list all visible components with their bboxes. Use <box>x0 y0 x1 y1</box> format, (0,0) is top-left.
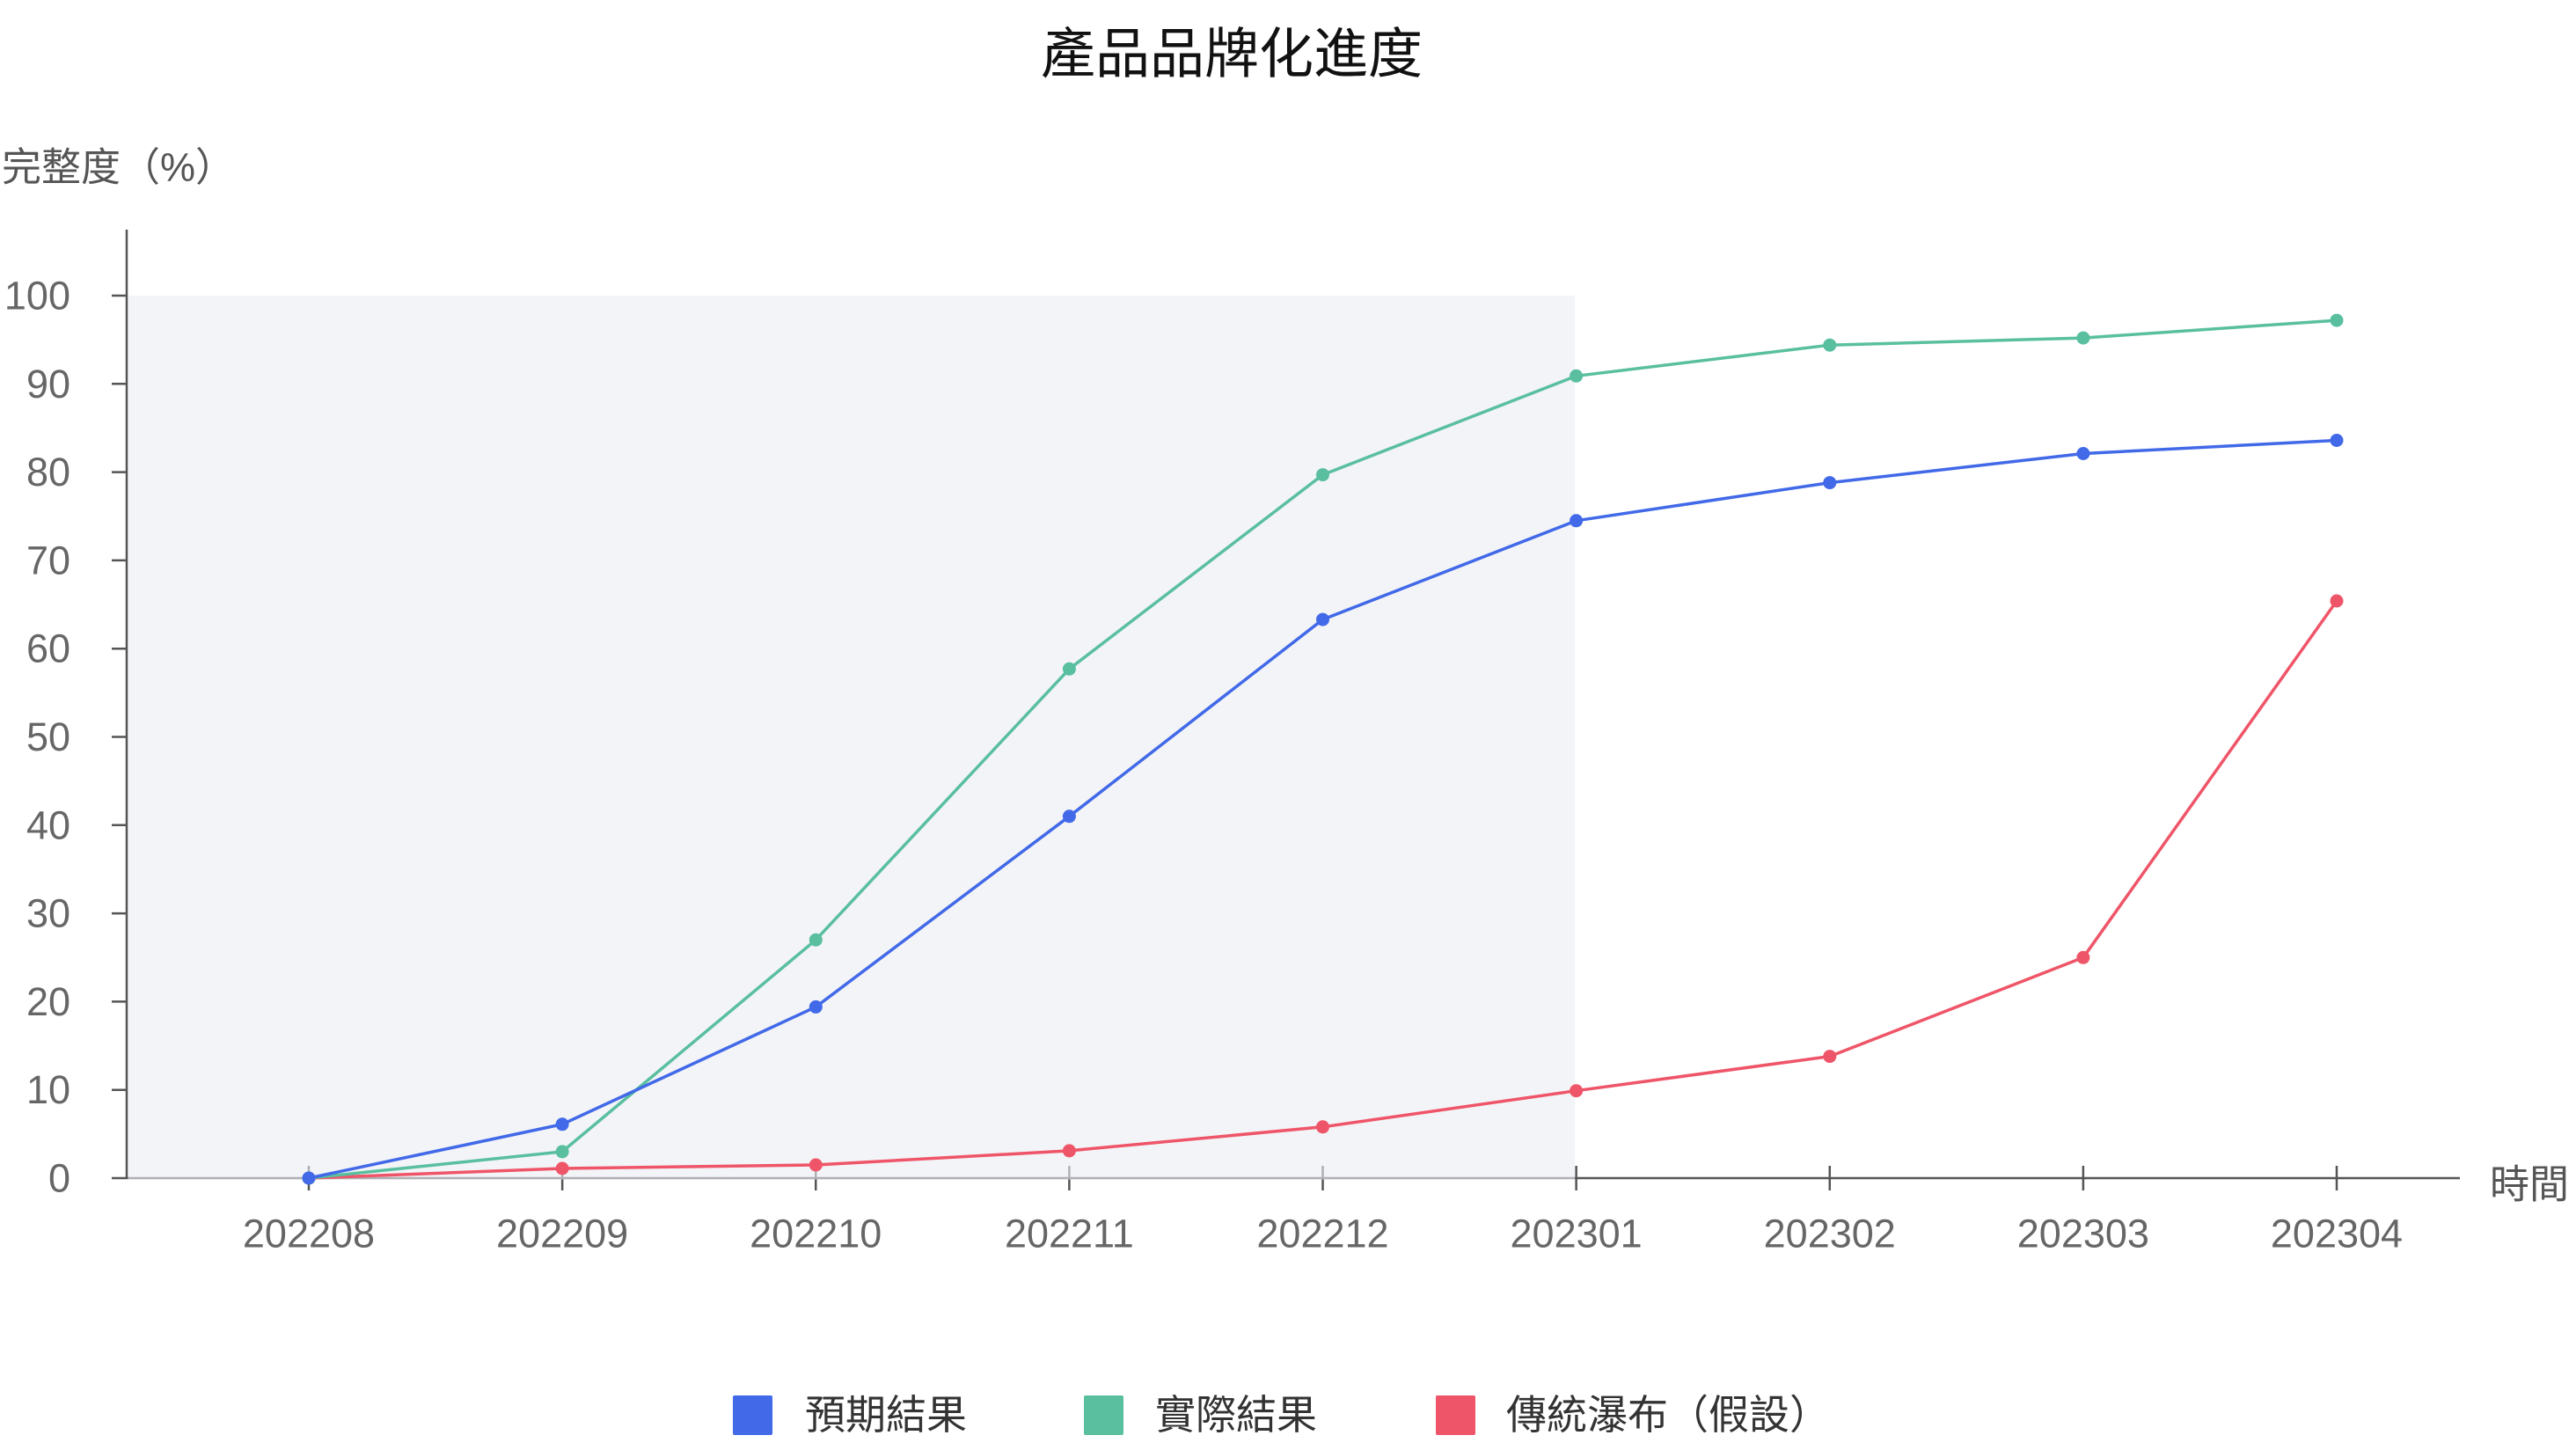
data-point <box>555 1161 569 1175</box>
data-point <box>809 1000 823 1014</box>
shaded-region <box>128 296 1576 1180</box>
y-tick-label: 90 <box>26 362 70 406</box>
y-tick-label: 20 <box>26 979 70 1024</box>
x-tick-label: 202301 <box>1511 1212 1643 1256</box>
x-axis-title: 時間 <box>2490 1162 2569 1207</box>
axes: 0 10 20 30 40 50 60 70 80 90 100 202208 202209 202210… <box>4 230 2460 1256</box>
shaded-region-layer <box>128 296 1576 1180</box>
x-tick-label: 202303 <box>2017 1212 2149 1256</box>
x-tick-label: 202210 <box>750 1212 882 1256</box>
data-point <box>1062 662 1076 676</box>
legend-swatch-expected <box>733 1395 772 1435</box>
data-point <box>1062 809 1076 824</box>
data-point <box>555 1145 569 1159</box>
plot-area <box>302 313 2344 1185</box>
y-tick-label: 50 <box>26 714 70 759</box>
data-point <box>1062 1144 1076 1158</box>
y-tick-label: 0 <box>48 1156 70 1201</box>
data-point <box>1570 1084 1584 1098</box>
x-tick-label: 202208 <box>243 1212 375 1256</box>
x-tick-label: 202212 <box>1256 1212 1388 1256</box>
data-point <box>302 1171 316 1185</box>
x-tick-label: 202211 <box>1005 1212 1134 1256</box>
data-point <box>1316 1120 1329 1134</box>
x-tick-label: 202209 <box>496 1212 628 1256</box>
legend-label-waterfall: 傳統瀑布（假設） <box>1506 1392 1830 1438</box>
y-tick-label: 60 <box>26 626 70 671</box>
legend-item-actual[interactable]: 實際結果 <box>1084 1392 1317 1438</box>
data-point <box>1316 468 1329 482</box>
data-point <box>1316 612 1329 626</box>
data-point <box>1823 476 1837 490</box>
data-point <box>2330 594 2344 608</box>
legend-item-expected[interactable]: 預期結果 <box>733 1392 967 1438</box>
x-tick-label: 202302 <box>1764 1212 1896 1256</box>
data-point <box>1570 369 1584 383</box>
x-tick-label: 202304 <box>2271 1212 2403 1256</box>
chart-title: 產品品牌化進度 <box>1041 25 1423 85</box>
y-tick-label: 80 <box>26 450 70 494</box>
data-point <box>2076 447 2090 460</box>
data-point <box>809 1158 823 1172</box>
y-tick-label: 70 <box>26 538 70 582</box>
data-point <box>2076 331 2090 345</box>
data-point <box>809 933 823 947</box>
y-tick-label: 10 <box>26 1067 70 1112</box>
data-point <box>1823 1050 1837 1064</box>
legend: 預期結果 實際結果 傳統瀑布（假設） <box>733 1392 1830 1438</box>
legend-label-expected: 預期結果 <box>805 1392 967 1438</box>
legend-item-waterfall[interactable]: 傳統瀑布（假設） <box>1436 1392 1830 1438</box>
data-point <box>1823 338 1837 352</box>
legend-swatch-actual <box>1084 1395 1123 1435</box>
legend-swatch-waterfall <box>1436 1395 1475 1435</box>
data-point <box>555 1117 569 1131</box>
legend-label-actual: 實際結果 <box>1155 1392 1317 1438</box>
y-tick-label: 100 <box>4 274 70 319</box>
data-point <box>2076 950 2090 964</box>
y-tick-label: 40 <box>26 802 70 847</box>
data-point <box>1570 514 1584 528</box>
data-point <box>2330 434 2344 447</box>
data-point <box>2330 313 2344 327</box>
y-axis-title: 完整度（%） <box>2 145 235 190</box>
series-1 <box>302 434 2344 1185</box>
y-tick-label: 30 <box>26 891 70 936</box>
